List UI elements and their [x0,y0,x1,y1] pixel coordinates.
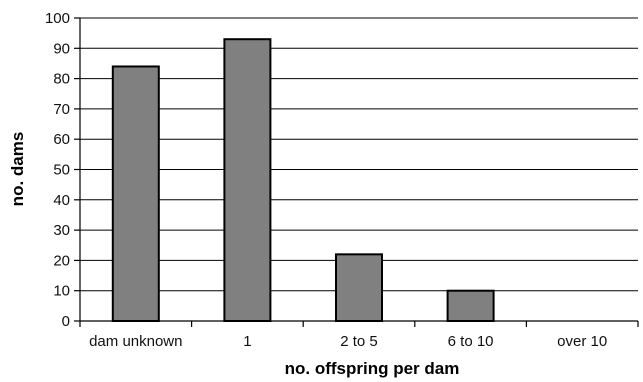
bar [223,38,272,323]
y-tick-label: 60 [53,131,70,148]
x-tick-label: 6 to 10 [448,333,494,350]
x-tick-label: 1 [243,333,251,350]
y-tick-label: 100 [45,10,70,27]
y-axis-title: no. dams [8,132,27,207]
y-tick-label: 80 [53,71,70,88]
grid-layer [80,17,638,292]
bar [111,65,160,323]
x-tick-label: over 10 [557,333,607,350]
bar [446,289,495,323]
y-tick-label: 0 [62,313,70,330]
bar-layer [111,38,495,323]
x-axis-title: no. offspring per dam [285,359,460,378]
x-tick-label: dam unknown [89,333,182,350]
y-tick-label: 50 [53,162,70,179]
y-tick-label: 40 [53,192,70,209]
x-tick-label: 2 to 5 [340,333,378,350]
y-tick-label: 10 [53,283,70,300]
bar [335,253,383,322]
y-tick-label: 20 [53,252,70,269]
y-tick-label: 30 [53,222,70,239]
y-tick-label: 90 [53,40,70,57]
label-layer: 0 10 20 30 40 50 60 70 80 90 100 dam unknown 1 2 to 5… [45,10,607,350]
axis-layer [74,17,639,327]
y-tick-label: 70 [53,101,70,118]
